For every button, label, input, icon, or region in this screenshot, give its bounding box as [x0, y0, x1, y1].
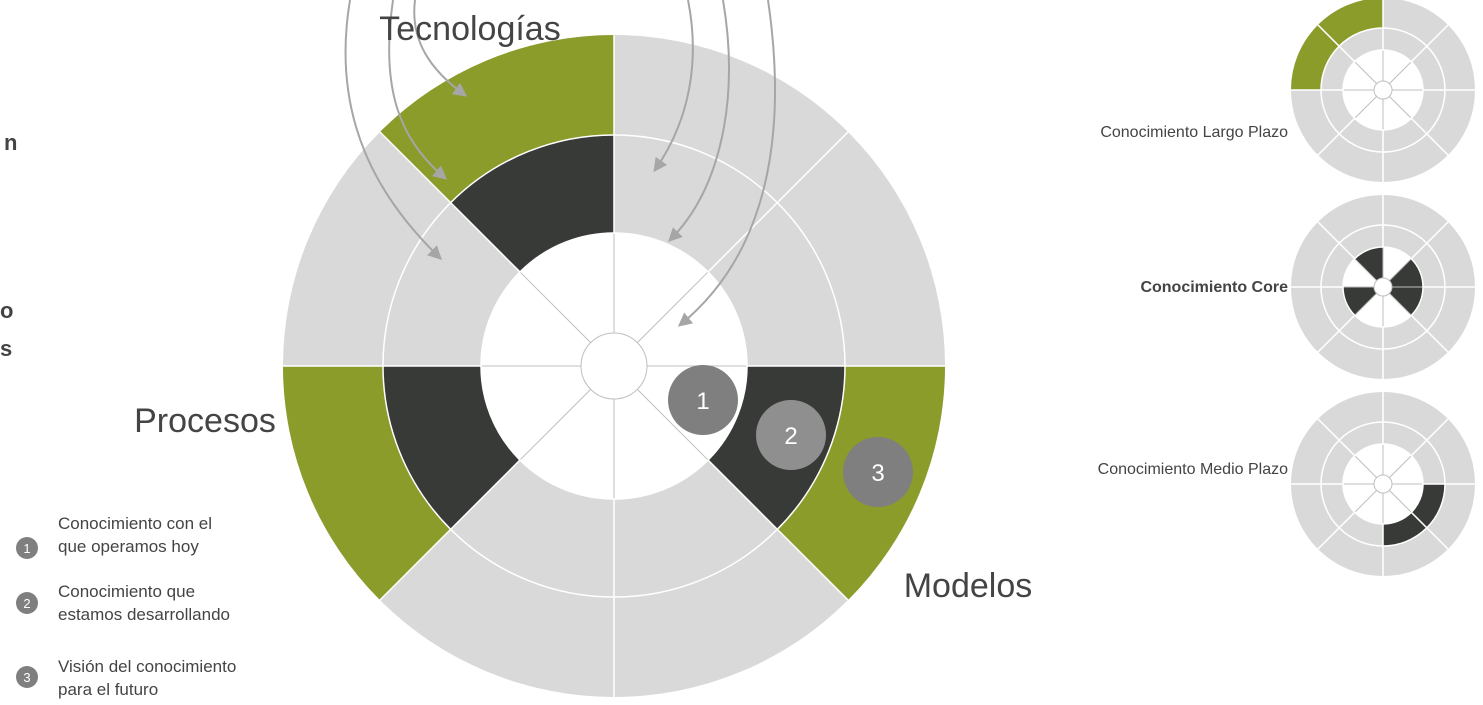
ring-line [1320, 224, 1446, 350]
legend-badge [16, 592, 38, 614]
inner-divider [1389, 96, 1412, 119]
inner-divider [519, 271, 592, 344]
divider [1317, 314, 1356, 353]
divider [379, 131, 521, 273]
center [580, 332, 648, 400]
segment [1354, 247, 1383, 281]
legend-number: 1 [23, 541, 30, 556]
segment [450, 135, 614, 272]
divider [707, 459, 849, 601]
divider [1317, 511, 1356, 550]
legend-text: Conocimiento que [58, 582, 195, 601]
inner-divider [1354, 455, 1377, 478]
divider [1317, 221, 1356, 260]
center [1373, 277, 1393, 297]
legend-text: que operamos hoy [58, 537, 199, 556]
side-fragment: o [0, 298, 13, 323]
segment [1389, 287, 1423, 316]
divider [1317, 418, 1356, 457]
inner-divider [1354, 61, 1377, 84]
divider [1317, 24, 1356, 63]
inner-divider [1389, 258, 1412, 281]
legend-badge [16, 666, 38, 688]
divider [1410, 117, 1449, 156]
inner-divider [1354, 293, 1377, 316]
inner-divider [1389, 455, 1412, 478]
segment [1411, 484, 1445, 528]
side-fragment: s [0, 336, 12, 361]
segment [1291, 24, 1340, 91]
divider [1410, 418, 1449, 457]
ring-line [1320, 27, 1446, 153]
marker-number: 1 [696, 388, 709, 415]
label-top: Tecnologías [379, 10, 560, 48]
label-right: Modelos [904, 567, 1033, 605]
center [1373, 474, 1393, 494]
inner-divider [1354, 490, 1377, 513]
inner-divider [1389, 293, 1412, 316]
ring-line [1342, 443, 1424, 525]
marker-circle [756, 400, 826, 470]
segment [1383, 512, 1427, 546]
divider [1410, 511, 1449, 550]
mini-label: Conocimiento Core [1140, 279, 1288, 296]
segment [283, 366, 451, 601]
divider [1410, 314, 1449, 353]
center [1373, 80, 1393, 100]
legend: 1 Conocimiento con el que operamos hoy 2… [16, 514, 236, 699]
marker-number: 2 [784, 423, 797, 450]
segment [1389, 258, 1423, 287]
inner-divider [1354, 258, 1377, 281]
legend-text: Conocimiento con el [58, 514, 212, 533]
ring-line [480, 232, 748, 500]
diagram-shapes [283, 0, 1475, 697]
side-fragment: n [4, 130, 17, 155]
legend-text: estamos desarrollando [58, 605, 230, 624]
divider [1410, 221, 1449, 260]
segment [1317, 0, 1383, 47]
legend-badge [16, 537, 38, 559]
legend-number: 2 [23, 596, 30, 611]
mini-label: Conocimiento Medio Plazo [1098, 461, 1288, 478]
marker-circle [668, 365, 738, 435]
mini-label: Conocimiento Largo Plazo [1100, 124, 1288, 141]
inner-divider [636, 388, 709, 461]
divider [707, 131, 849, 273]
ring-line [1342, 49, 1424, 131]
ring-line [1320, 421, 1446, 547]
legend-text: para el futuro [58, 680, 158, 699]
divider [379, 459, 521, 601]
marker-circle [843, 437, 913, 507]
marker-number: 3 [871, 460, 884, 487]
inner-divider [1389, 61, 1412, 84]
ring-line [1342, 246, 1424, 328]
inner-divider [1354, 96, 1377, 119]
divider [1410, 24, 1449, 63]
segment [1343, 287, 1377, 316]
inner-divider [636, 271, 709, 344]
label-left: Procesos [134, 402, 276, 440]
segment [383, 366, 520, 530]
divider [1317, 117, 1356, 156]
inner-divider [1389, 490, 1412, 513]
legend-number: 3 [23, 670, 30, 685]
markers: 1 2 3 [668, 365, 913, 507]
inner-divider [519, 388, 592, 461]
ring-line [382, 134, 846, 598]
segment [379, 35, 614, 203]
arrows [344, 0, 776, 327]
legend-text: Visión del conocimiento [58, 657, 236, 676]
